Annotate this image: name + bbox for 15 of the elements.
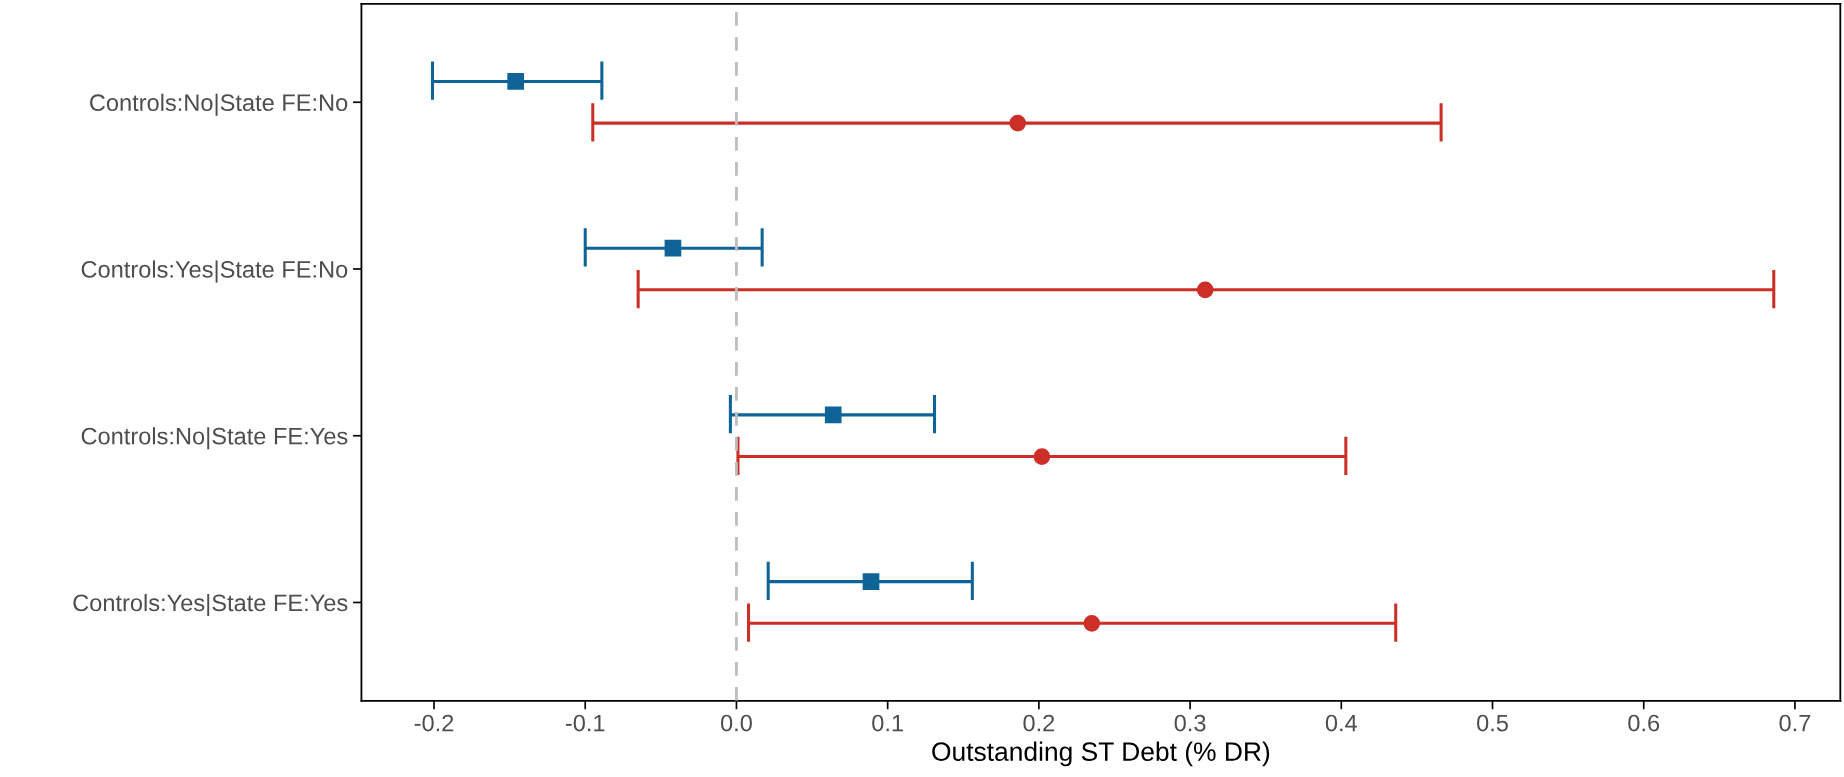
y-tick-label: Controls:Yes|State FE:Yes (73, 593, 348, 617)
x-axis-title: Outstanding ST Debt (% DR) (932, 741, 1270, 767)
y-tick-label: Controls:No|State FE:Yes (81, 427, 348, 450)
x-tick-label: 0.3 (1174, 714, 1206, 732)
x-tick-label: 0.7 (1779, 714, 1811, 732)
x-tick-label: -0.1 (565, 714, 605, 732)
x-tick-label: 0.5 (1477, 714, 1508, 732)
x-tick-label: -0.2 (414, 714, 454, 732)
x-tick-label: 0.2 (1023, 714, 1055, 732)
y-tick-label: Controls:Yes|State FE:No (81, 260, 348, 283)
x-tick-label: 0.0 (720, 714, 752, 732)
y-tick-label: Controls:No|State FE:No (90, 93, 348, 116)
x-tick-label: 0.4 (1325, 714, 1358, 732)
x-tick-label: 0.1 (872, 714, 903, 732)
x-tick-label: 0.6 (1628, 714, 1660, 732)
